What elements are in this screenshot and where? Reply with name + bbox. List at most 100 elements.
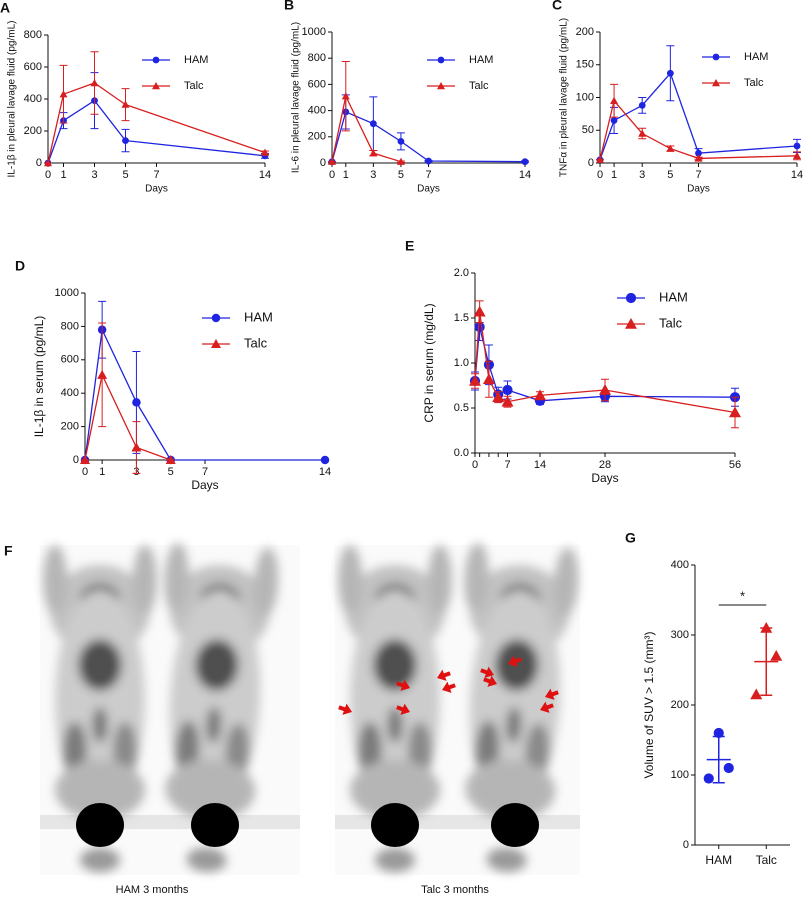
- y-tick-label: 400: [671, 559, 689, 571]
- pet-blob: [375, 848, 415, 872]
- marker: [610, 117, 618, 124]
- x-tick-label: 7: [695, 169, 701, 181]
- pet-blob: [428, 545, 452, 615]
- y-tick-label: 800: [24, 29, 42, 41]
- x-tick-label: 5: [667, 169, 673, 181]
- y-tick-label: 1000: [55, 287, 79, 299]
- pet-blob: [205, 706, 222, 743]
- marker: [122, 137, 129, 145]
- legend-label: Talc: [659, 315, 683, 330]
- pet-blob: [554, 547, 579, 618]
- x-tick-label: 14: [519, 169, 531, 181]
- x-tick-label: 7: [153, 169, 159, 181]
- series-line: [599, 99, 798, 160]
- legend-label: HAM: [469, 54, 493, 66]
- series-line: [47, 82, 266, 164]
- x-axis-label: Days: [687, 184, 710, 195]
- marker: [750, 688, 763, 700]
- x-tick-label: 7: [202, 466, 208, 478]
- panel-letter: E: [405, 238, 414, 254]
- y-tick-label: 2.0: [454, 267, 469, 279]
- marker: [502, 384, 513, 396]
- panel-letter: C: [552, 0, 562, 13]
- x-tick-label: 14: [534, 459, 546, 471]
- y-tick-label: 800: [308, 52, 326, 64]
- marker: [666, 69, 674, 77]
- marker: [474, 321, 485, 333]
- y-tick-label: 100: [671, 769, 689, 781]
- arrow: [396, 703, 410, 715]
- series-line: [84, 372, 171, 461]
- y-tick-label: 0: [320, 157, 326, 169]
- mean-error-bar: [706, 735, 731, 784]
- pet-images: [40, 542, 580, 875]
- marker: [369, 149, 378, 157]
- arrow: [437, 669, 451, 681]
- marker: [261, 148, 269, 156]
- y-axis-label: TNFα in pleural lavage fluid (pg/mL): [559, 18, 570, 177]
- x-tick-label: Talc: [756, 853, 777, 867]
- marker: [152, 56, 160, 64]
- marker: [396, 157, 405, 165]
- y-tick-label: 0: [588, 157, 594, 169]
- y-axis-label: Volume of SUV > 1.5 (mm³): [642, 631, 656, 778]
- pet-body: [338, 545, 452, 872]
- marker: [320, 455, 330, 465]
- x-tick-label: 0: [329, 169, 335, 181]
- pet-blob: [465, 759, 556, 820]
- x-tick-label: 1: [611, 169, 617, 181]
- marker: [328, 157, 336, 165]
- pet-bladder: [76, 803, 124, 847]
- panel-letter: F: [4, 543, 13, 559]
- pet-blob: [486, 847, 527, 872]
- arrow: [483, 675, 497, 687]
- legend-label: Talc: [469, 80, 489, 92]
- pet-blob: [165, 759, 256, 820]
- y-tick-label: 0: [73, 454, 79, 466]
- marker: [599, 384, 611, 395]
- marker: [723, 762, 734, 774]
- marker: [165, 455, 176, 464]
- y-tick-label: 150: [576, 59, 594, 71]
- marker: [437, 56, 445, 64]
- marker: [90, 79, 99, 87]
- marker: [596, 155, 604, 163]
- x-tick-label: 5: [122, 169, 128, 181]
- marker: [625, 292, 637, 304]
- y-axis-label: IL-1β in serum (pg/mL): [32, 316, 46, 438]
- marker: [703, 773, 714, 784]
- y-tick-label: 200: [24, 125, 42, 137]
- y-tick-label: 200: [576, 26, 594, 38]
- x-tick-label: 3: [91, 169, 97, 181]
- x-axis-label: Days: [417, 184, 440, 195]
- marker: [501, 395, 514, 407]
- arrow: [480, 666, 494, 678]
- y-tick-label: 50: [582, 124, 594, 136]
- legend-label: HAM: [184, 54, 208, 66]
- pet-blob: [80, 848, 120, 872]
- y-tick-label: 0.5: [454, 402, 469, 414]
- x-tick-label: 28: [599, 459, 611, 471]
- marker: [341, 92, 350, 100]
- marker: [211, 339, 221, 348]
- marker: [425, 157, 432, 165]
- series-line: [331, 94, 402, 163]
- x-tick-label: 1: [343, 169, 349, 181]
- pet-bladder: [371, 803, 419, 847]
- series-line: [599, 72, 798, 160]
- y-tick-label: 0: [683, 839, 689, 851]
- marker: [695, 149, 702, 157]
- y-tick-label: 1000: [302, 26, 326, 38]
- marker: [638, 129, 647, 137]
- panel-letter: B: [284, 0, 294, 13]
- x-tick-label: 5: [398, 169, 404, 181]
- x-tick-label: 7: [425, 169, 431, 181]
- y-tick-label: 400: [308, 105, 326, 117]
- significance-label: *: [740, 588, 745, 603]
- arrow: [508, 655, 522, 667]
- x-tick-label: 3: [639, 169, 645, 181]
- marker: [492, 391, 505, 402]
- pet-blob: [133, 545, 157, 615]
